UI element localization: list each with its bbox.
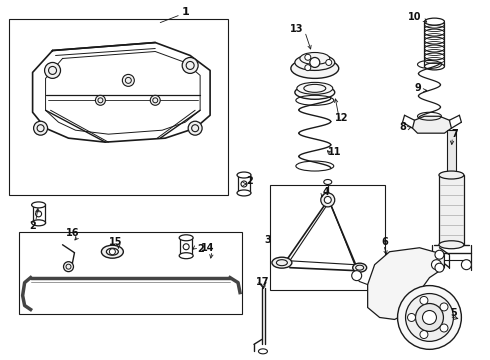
Circle shape (122, 75, 134, 86)
Text: 2: 2 (246, 176, 253, 186)
Text: 2: 2 (197, 244, 203, 254)
Ellipse shape (272, 257, 292, 268)
Ellipse shape (101, 245, 123, 258)
Ellipse shape (297, 82, 333, 94)
Ellipse shape (300, 53, 330, 64)
Bar (424, 22, 444, 67)
Text: 12: 12 (335, 113, 348, 123)
Circle shape (321, 193, 335, 207)
Ellipse shape (179, 253, 193, 259)
Ellipse shape (439, 171, 464, 179)
Circle shape (45, 62, 61, 78)
Bar (19, 232, 242, 315)
Text: 2: 2 (29, 221, 36, 231)
Ellipse shape (295, 54, 335, 71)
Text: 11: 11 (328, 147, 342, 157)
Circle shape (416, 303, 443, 332)
Text: 13: 13 (290, 24, 304, 33)
Ellipse shape (324, 180, 332, 184)
Circle shape (462, 260, 471, 270)
Ellipse shape (424, 21, 444, 28)
Circle shape (420, 330, 428, 338)
Text: 3: 3 (265, 235, 271, 245)
Ellipse shape (424, 63, 444, 70)
Circle shape (305, 54, 311, 60)
Circle shape (109, 249, 115, 255)
Text: 5: 5 (450, 309, 457, 319)
Polygon shape (368, 248, 444, 319)
Circle shape (440, 303, 448, 311)
Circle shape (188, 121, 202, 135)
Circle shape (34, 121, 48, 135)
Ellipse shape (353, 263, 367, 272)
Circle shape (440, 324, 448, 332)
Circle shape (408, 314, 416, 321)
Bar (180, 238, 192, 256)
Text: 1: 1 (181, 6, 189, 17)
Ellipse shape (32, 220, 46, 226)
Circle shape (96, 95, 105, 105)
Circle shape (422, 310, 437, 324)
Bar (9, 19, 228, 195)
Text: 17: 17 (256, 276, 270, 287)
Ellipse shape (258, 349, 268, 354)
Text: 14: 14 (201, 243, 215, 253)
Text: 15: 15 (109, 237, 122, 247)
Circle shape (150, 95, 160, 105)
Ellipse shape (237, 190, 251, 196)
Bar (440, 175, 465, 245)
Ellipse shape (237, 172, 251, 178)
Bar (270, 185, 385, 289)
Text: 4: 4 (322, 187, 329, 197)
Circle shape (397, 285, 462, 349)
Circle shape (305, 65, 311, 71)
Circle shape (420, 296, 428, 305)
Circle shape (326, 59, 332, 66)
Circle shape (352, 271, 362, 280)
Polygon shape (413, 116, 451, 133)
Ellipse shape (424, 29, 444, 36)
Ellipse shape (439, 241, 464, 249)
Bar (238, 175, 250, 193)
Circle shape (182, 58, 198, 73)
Bar (33, 205, 45, 223)
Text: 7: 7 (451, 129, 458, 139)
Bar (424, 22, 444, 67)
Text: 6: 6 (381, 237, 388, 247)
Circle shape (435, 250, 444, 259)
Text: 10: 10 (408, 12, 421, 22)
Circle shape (241, 181, 247, 187)
Ellipse shape (291, 58, 339, 78)
Ellipse shape (424, 37, 444, 44)
Circle shape (406, 293, 453, 341)
Circle shape (36, 211, 42, 217)
Ellipse shape (424, 45, 444, 52)
Circle shape (310, 58, 320, 67)
Ellipse shape (179, 235, 193, 241)
Ellipse shape (295, 85, 335, 99)
Text: 16: 16 (66, 228, 79, 238)
Circle shape (324, 197, 331, 203)
Ellipse shape (424, 53, 444, 60)
Circle shape (435, 263, 444, 272)
Circle shape (432, 260, 441, 270)
Bar (447, 130, 456, 175)
Text: 8: 8 (399, 122, 406, 132)
Circle shape (183, 244, 189, 250)
Text: 9: 9 (414, 84, 421, 93)
Ellipse shape (424, 18, 444, 25)
Ellipse shape (32, 202, 46, 208)
Circle shape (64, 262, 74, 272)
